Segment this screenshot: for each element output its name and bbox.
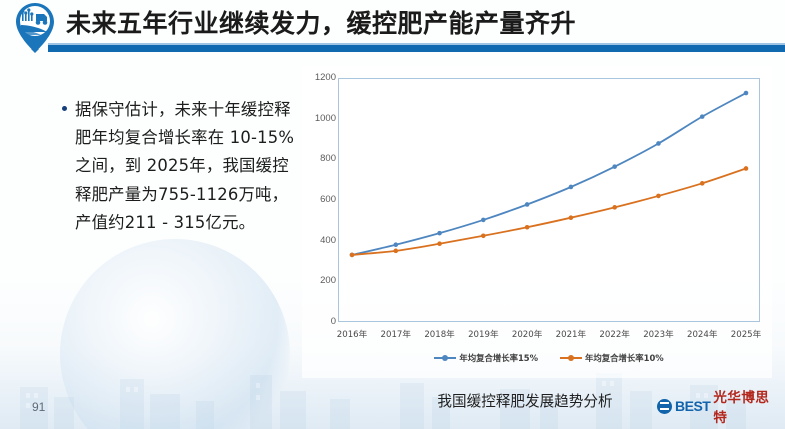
chart-x-tick: 2019年 [468,330,499,340]
chart-y-tick: 1200 [314,72,336,83]
chart-data-point [481,217,486,223]
chart-x-tick: 2022年 [599,330,630,340]
chart-x-tick: 2016年 [336,330,368,340]
chart-data-point [524,202,530,207]
brand-mark-icon [657,398,672,414]
background-globe-watermark [60,239,290,429]
chart-x-tick: 2025年 [730,330,762,340]
header-rule-light [48,43,785,45]
chart-data-point [612,164,617,169]
chart-data-point [699,181,705,186]
chart-data-point [349,252,355,258]
page-number: 91 [32,400,46,414]
chart-x-tick: 2024年 [686,330,718,340]
chart-x-tick: 2020年 [511,330,543,340]
chart-x-tick: 2017年 [380,330,411,340]
chart-legend-item[interactable]: 年均复合增长率10% [560,352,664,364]
chart-data-point [612,205,617,210]
chart-legend-item[interactable]: 年均复合增长率15% [434,352,538,364]
chart-data-point [699,114,705,119]
brand-name: BEST [675,398,711,414]
chart-data-point [656,193,661,199]
chart-data-point [743,90,749,96]
brand-logo: BEST 光华博思特 消费大数据中心 [657,386,775,426]
chart-series-line [351,92,747,256]
chart-container: 0 200 400 600 800 1000 1200 2016年 2017年 2018年 201… [302,66,772,378]
chart-legend: 年均复合增长率15% 年均复合增长率10% [338,350,760,366]
header-rule-accent [48,45,785,52]
brand-name-cn: 光华博思特 [713,390,770,426]
chart-x-tick: 2021年 [555,330,587,340]
chart-legend-label: 年均复合增长率15% [459,353,538,363]
chart-x-axis: 2016年 2017年 2018年 2019年 2020年 2021年 2022年 2023年… [337,326,761,342]
chart-data-point [481,233,486,239]
chart-y-tick: 0 [330,316,336,327]
chart-legend-swatch-icon [434,353,457,363]
chart-y-tick: 600 [320,194,336,205]
chart-data-point [393,248,399,254]
map-pin-agriculture-icon [16,3,54,53]
chart-plot-area [338,78,760,322]
slide-header: 未来五年行业继续发力，缓控肥产能产量齐升 [0,0,785,56]
chart-data-point [568,215,574,220]
chart-data-point [524,224,530,230]
bullet-item: 据保守估计，未来十年缓控释肥年均复合增长率在 10-15% 之间，到 2025年… [62,96,302,237]
chart-lines [349,90,749,258]
chart-y-tick: 1000 [314,112,336,124]
page-title: 未来五年行业继续发力，缓控肥产能产量齐升 [66,9,577,38]
chart-data-point [437,230,442,236]
chart-legend-swatch-icon [560,353,582,363]
chart-data-point [568,184,574,190]
chart-data-point [393,242,399,248]
chart-legend-label: 年均复合增长率10% [585,353,664,363]
bullet-dot-icon [62,106,67,111]
chart-data-point [437,241,442,247]
chart-y-tick: 200 [320,275,336,287]
body-text-block: 据保守估计，未来十年缓控释肥年均复合增长率在 10-15% 之间，到 2025年… [62,96,302,237]
chart-x-tick: 2023年 [643,330,674,340]
chart-data-point [743,166,749,171]
chart-data-point [656,141,661,146]
chart-y-tick: 800 [320,153,336,165]
bullet-text: 据保守估计，未来十年缓控释肥年均复合增长率在 10-15% 之间，到 2025年… [75,100,295,232]
chart-caption: 我国缓控释肥发展趋势分析 [437,393,613,410]
chart-series-line [351,167,747,256]
chart-x-tick: 2018年 [424,330,455,340]
chart-y-tick: 400 [320,234,336,246]
